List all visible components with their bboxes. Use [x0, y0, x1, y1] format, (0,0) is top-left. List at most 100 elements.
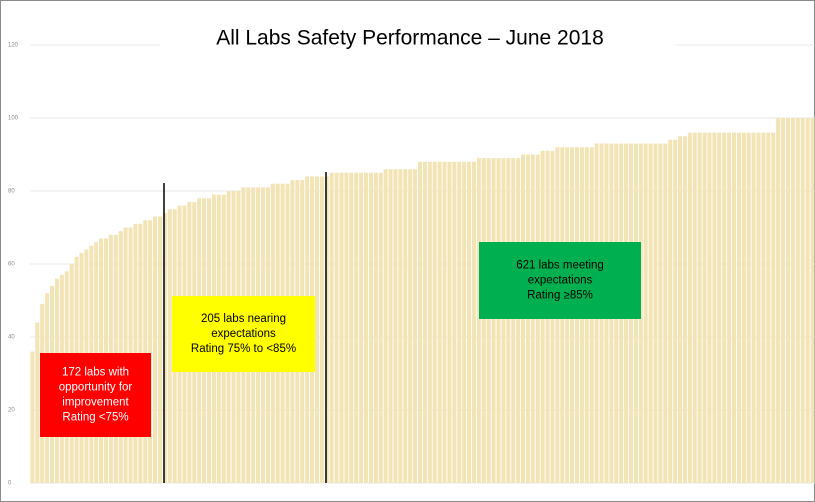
bar — [364, 172, 369, 483]
annotation-text: Rating ≥85% — [527, 290, 593, 302]
bar — [339, 172, 344, 483]
annotation-text: Rating <75% — [62, 412, 128, 424]
bar — [383, 169, 388, 483]
bar — [148, 220, 153, 483]
bar — [417, 161, 422, 484]
bar — [511, 158, 516, 483]
annotation-box — [479, 242, 641, 319]
bar — [486, 158, 491, 483]
bar — [462, 161, 467, 484]
y-tick-label: 80 — [8, 189, 15, 195]
bar — [810, 118, 815, 483]
bar — [373, 172, 378, 483]
annotation-box — [172, 296, 315, 372]
bar — [471, 161, 476, 484]
bar — [35, 322, 40, 483]
bar — [452, 161, 457, 484]
bar — [496, 158, 501, 483]
bar — [707, 132, 712, 483]
bar — [736, 132, 741, 483]
y-tick-label: 40 — [8, 335, 15, 341]
bar — [668, 139, 673, 483]
bar — [648, 143, 653, 484]
bar — [790, 118, 795, 483]
bar — [476, 158, 481, 483]
bar — [324, 176, 329, 483]
y-tick-label: 60 — [8, 262, 15, 268]
bar — [722, 132, 727, 483]
bar — [682, 136, 687, 483]
annotation-box — [40, 353, 151, 437]
title-background — [160, 22, 675, 56]
bar — [437, 161, 442, 484]
annotation-text: 172 labs with — [62, 367, 129, 379]
bar — [422, 161, 427, 484]
bar — [457, 161, 462, 484]
bar — [731, 132, 736, 483]
bar — [329, 172, 334, 483]
bar — [776, 118, 781, 483]
y-tick-label: 20 — [8, 408, 15, 414]
bar — [673, 139, 678, 483]
bar — [653, 143, 658, 484]
bar — [491, 158, 496, 483]
bar — [785, 118, 790, 483]
y-tick-label: 0 — [8, 481, 12, 487]
bar — [408, 169, 413, 483]
bar — [167, 209, 172, 483]
bar — [712, 132, 717, 483]
bar — [447, 161, 452, 484]
bar — [354, 172, 359, 483]
bar — [805, 118, 810, 483]
bar — [781, 118, 786, 483]
annotation-text: opportunity for — [59, 382, 133, 394]
bar — [442, 161, 447, 484]
bar — [692, 132, 697, 483]
annotation-text: 621 labs meeting — [516, 260, 604, 272]
bar — [403, 169, 408, 483]
annotations: 172 labs with opportunity for improvement R… — [40, 242, 641, 437]
bar — [516, 158, 521, 483]
bar — [319, 176, 324, 483]
bar — [795, 118, 800, 483]
y-tick-label: 120 — [8, 43, 19, 49]
annotation-text: improvement — [62, 397, 129, 409]
bar — [143, 220, 148, 483]
bar — [678, 136, 683, 483]
bar — [413, 169, 418, 483]
annotation-text: expectations — [211, 328, 276, 340]
bar — [349, 172, 354, 483]
bar — [393, 169, 398, 483]
chart-title: All Labs Safety Performance – June 2018 — [216, 27, 604, 50]
bar — [741, 132, 746, 483]
bar — [697, 132, 702, 483]
bar — [761, 132, 766, 483]
annotation-text: Rating 75% to <85% — [191, 343, 296, 355]
bar — [687, 132, 692, 483]
bar — [800, 118, 805, 483]
bar — [771, 132, 776, 483]
bar — [314, 176, 319, 483]
bar — [432, 161, 437, 484]
bar — [501, 158, 506, 483]
bar — [162, 212, 167, 483]
bar — [766, 132, 771, 483]
bar — [746, 132, 751, 483]
bar — [398, 169, 403, 483]
bar — [378, 172, 383, 483]
bar — [751, 132, 756, 483]
annotation-text: 205 labs nearing — [201, 313, 286, 325]
bar — [756, 132, 761, 483]
bar — [334, 172, 339, 483]
y-tick-label: 100 — [8, 116, 19, 122]
annotation-text: expectations — [528, 275, 593, 287]
bar — [388, 169, 393, 483]
bar — [427, 161, 432, 484]
bar — [727, 132, 732, 483]
bar — [658, 143, 663, 484]
bar — [702, 132, 707, 483]
bar — [368, 172, 373, 483]
bar — [506, 158, 511, 483]
bar — [467, 161, 472, 484]
bar — [643, 143, 648, 484]
